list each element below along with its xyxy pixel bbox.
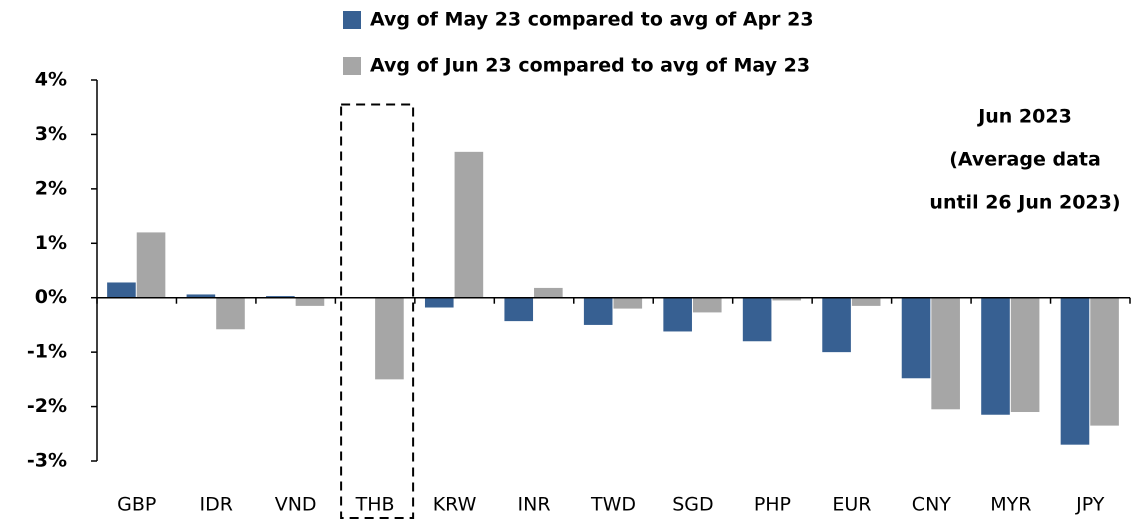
- bar: [1010, 297, 1040, 413]
- x-tick-label: MYR: [990, 494, 1031, 516]
- y-tick-label: -2%: [27, 395, 67, 417]
- legend-label: Avg of May 23 compared to avg of Apr 23: [370, 9, 814, 31]
- bar: [692, 297, 722, 313]
- x-tick-label: INR: [518, 494, 551, 516]
- legend-swatch: [343, 11, 361, 29]
- bar: [742, 297, 772, 342]
- legend-swatch: [343, 57, 361, 75]
- bar: [772, 297, 802, 301]
- bar: [901, 297, 931, 379]
- x-tick-label: EUR: [832, 494, 871, 516]
- bar: [186, 294, 216, 298]
- bar: [375, 297, 404, 380]
- annotation: Jun 2023: [976, 106, 1072, 128]
- annotation: (Average data: [949, 149, 1101, 171]
- bar: [454, 151, 484, 298]
- bar: [583, 297, 613, 325]
- bar: [1060, 297, 1090, 445]
- x-tick-label: PHP: [754, 494, 791, 516]
- bar: [504, 297, 534, 322]
- y-tick-label: -3%: [27, 450, 67, 472]
- y-tick-label: 0%: [35, 286, 67, 308]
- annotation: until 26 Jun 2023): [929, 192, 1120, 214]
- bar: [534, 287, 563, 298]
- bar: [613, 297, 643, 309]
- y-tick-label: 3%: [35, 123, 67, 145]
- x-tick-label: JPY: [1075, 494, 1105, 516]
- x-tick-label: CNY: [912, 494, 951, 516]
- bar: [851, 297, 881, 306]
- bar: [822, 297, 851, 353]
- y-tick-label: 1%: [35, 232, 67, 254]
- x-tick-label: SGD: [672, 494, 713, 516]
- y-tick-label: 4%: [35, 69, 67, 91]
- bar: [981, 297, 1010, 415]
- legend-label: Avg of Jun 23 compared to avg of May 23: [370, 55, 810, 77]
- x-tick-label: KRW: [433, 494, 477, 516]
- bar: [295, 297, 325, 306]
- x-tick-label: TWD: [590, 494, 636, 516]
- bar: [663, 297, 692, 332]
- x-tick-label: VND: [275, 494, 317, 516]
- bar: [266, 296, 295, 298]
- x-tick-label: IDR: [199, 494, 232, 516]
- bar: [1090, 297, 1119, 426]
- bar: [931, 297, 960, 410]
- x-tick-label: THB: [355, 494, 395, 516]
- bar: [424, 297, 454, 308]
- y-tick-label: -1%: [27, 341, 67, 363]
- x-tick-label: GBP: [117, 494, 156, 516]
- bar: [136, 232, 166, 298]
- highlight-box: [340, 103, 415, 519]
- y-tick-label: 2%: [35, 177, 67, 199]
- bar: [107, 282, 136, 298]
- bar: [216, 297, 245, 330]
